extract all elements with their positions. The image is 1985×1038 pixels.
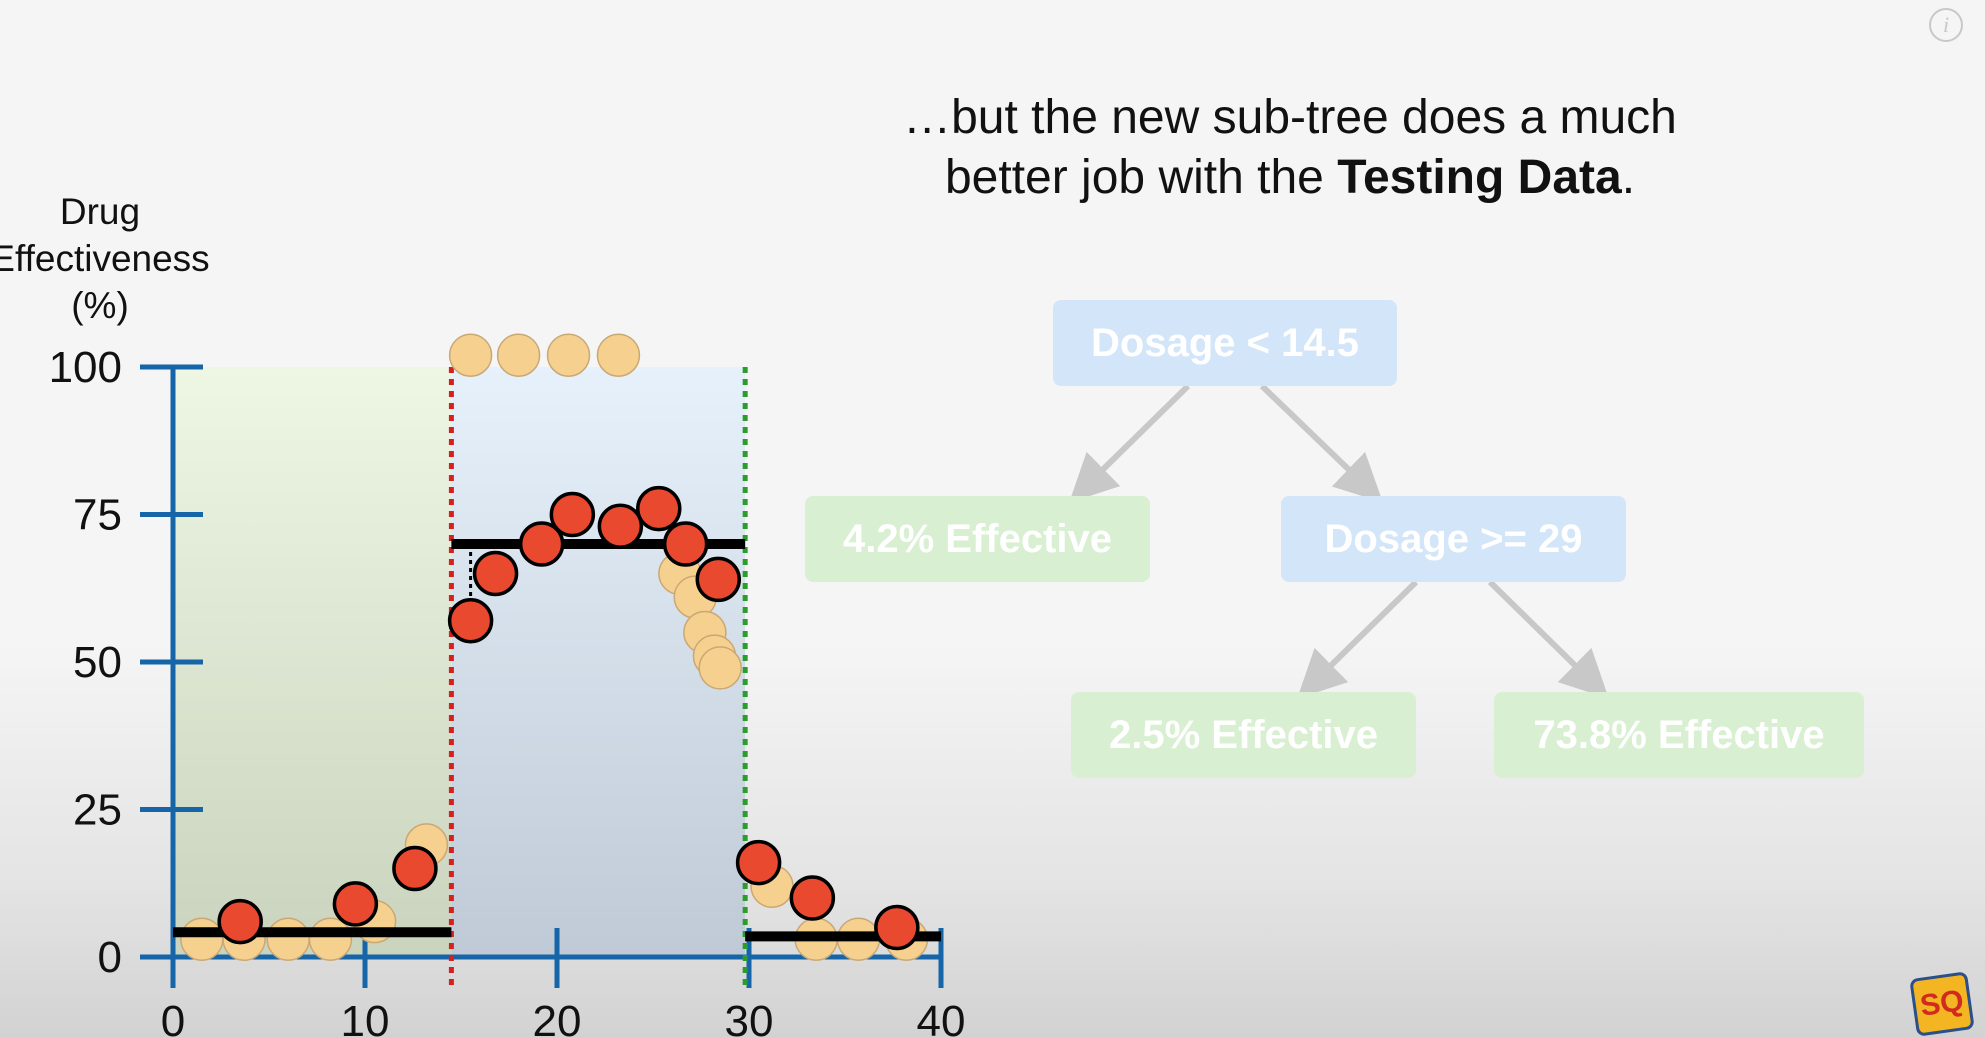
y-axis-label: Drug Effectiveness (%) xyxy=(0,188,220,329)
training-point-3 xyxy=(266,917,310,962)
tree-arrow-root-right xyxy=(1259,383,1383,503)
x-tick-label-0: 0 xyxy=(161,997,185,1038)
tree-arrow-node-left xyxy=(1297,579,1419,699)
tree-left-leaf: 4.2% Effective xyxy=(805,496,1150,582)
testing-point-10 xyxy=(662,521,709,567)
y-tick-label-75: 75 xyxy=(73,491,122,540)
testing-point-2 xyxy=(332,881,379,927)
y-tick-label-25: 25 xyxy=(73,786,122,835)
testing-point-7 xyxy=(549,491,596,538)
caption-line-2-suffix: . xyxy=(1621,151,1636,204)
y-tick-label-100: 100 xyxy=(49,343,122,392)
x-tick-label-30: 30 xyxy=(725,997,774,1038)
x-tick-label-10: 10 xyxy=(341,997,390,1038)
tree-right-left-leaf: 2.5% Effective xyxy=(1071,692,1416,778)
testing-point-3 xyxy=(392,845,438,892)
training-point-9 xyxy=(546,333,591,377)
training-point-1 xyxy=(180,917,224,962)
caption-line-1: …but the new sub-tree does a much xyxy=(903,91,1677,144)
y-tick-label-0: 0 xyxy=(98,933,122,982)
tree-root-node: Dosage < 14.5 xyxy=(1053,300,1397,386)
caption-line-2: better job with the Testing Data. xyxy=(840,148,1740,208)
y-axis-label-line-3: (%) xyxy=(71,285,129,326)
testing-point-11 xyxy=(695,556,742,603)
y-axis-label-line-1: Drug xyxy=(59,191,141,232)
y-tick-label-50: 50 xyxy=(73,638,122,687)
statquest-logo: SQ xyxy=(1909,971,1975,1037)
testing-point-14 xyxy=(874,904,920,951)
testing-point-6 xyxy=(518,521,565,567)
caption-line-2-prefix: better job with the xyxy=(944,151,1338,204)
info-icon[interactable]: i xyxy=(1929,8,1963,42)
testing-point-8 xyxy=(597,503,644,550)
testing-point-13 xyxy=(789,875,836,921)
testing-point-5 xyxy=(472,550,519,597)
training-point-7 xyxy=(448,333,493,377)
tree-arrow-root-left xyxy=(1069,383,1191,503)
x-tick-label-40: 40 xyxy=(917,997,966,1038)
y-axis-label-line-2: Effectiveness xyxy=(0,238,210,279)
testing-point-1 xyxy=(217,898,263,945)
training-point-4 xyxy=(308,917,353,962)
testing-point-4 xyxy=(447,597,494,644)
training-point-8 xyxy=(496,333,541,377)
x-tick-label-20: 20 xyxy=(533,997,582,1038)
tree-arrow-node-right xyxy=(1487,579,1609,699)
caption-bold-testing-data: Testing Data xyxy=(1337,151,1622,204)
testing-point-9 xyxy=(636,485,682,532)
tree-right-node: Dosage >= 29 xyxy=(1281,496,1626,582)
tree-right-right-leaf: 73.8% Effective xyxy=(1494,692,1864,778)
testing-point-12 xyxy=(735,839,782,886)
training-point-15 xyxy=(698,646,742,690)
training-point-10 xyxy=(596,333,641,377)
slide-caption: …but the new sub-tree does a much better… xyxy=(840,88,1740,208)
